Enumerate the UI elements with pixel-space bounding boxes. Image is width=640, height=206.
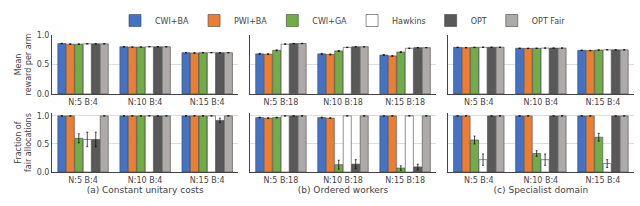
svg-text:Meanreward per arm: Meanreward per arm (14, 33, 33, 95)
svg-text:N:15 B:4: N:15 B:4 (190, 176, 225, 185)
svg-text:N:10 B:4: N:10 B:4 (524, 176, 559, 185)
svg-text:1.0: 1.0 (37, 31, 50, 40)
svg-text:(b) Ordered workers: (b) Ordered workers (298, 185, 389, 195)
svg-text:0.5: 0.5 (37, 60, 50, 69)
svg-text:(c) Specialist domain: (c) Specialist domain (494, 185, 589, 195)
svg-text:N:10 B:4: N:10 B:4 (128, 176, 163, 185)
svg-text:N:15 B:18: N:15 B:18 (385, 98, 425, 107)
svg-text:PWI+BA: PWI+BA (234, 17, 267, 26)
svg-text:N:5 B:4: N:5 B:4 (68, 98, 98, 107)
svg-text:CWI+GA: CWI+GA (312, 17, 347, 26)
svg-text:N:10 B:18: N:10 B:18 (323, 176, 363, 185)
svg-text:N:10 B:4: N:10 B:4 (524, 98, 559, 107)
svg-text:N:5 B:4: N:5 B:4 (464, 98, 494, 107)
svg-text:N:15 B:4: N:15 B:4 (586, 176, 621, 185)
svg-text:N:10 B:18: N:10 B:18 (323, 98, 363, 107)
svg-text:OPT Fair: OPT Fair (532, 17, 566, 26)
svg-text:N:5 B:18: N:5 B:18 (264, 176, 299, 185)
svg-text:0.0: 0.0 (37, 90, 50, 99)
svg-text:N:15 B:18: N:15 B:18 (385, 176, 425, 185)
svg-text:Hawkins: Hawkins (392, 17, 426, 26)
svg-text:(a) Constant unitary costs: (a) Constant unitary costs (87, 185, 204, 195)
svg-text:OPT: OPT (471, 17, 487, 26)
svg-text:1.0: 1.0 (37, 112, 50, 121)
svg-text:N:15 B:4: N:15 B:4 (190, 98, 225, 107)
svg-text:N:15 B:4: N:15 B:4 (586, 98, 621, 107)
svg-text:0.0: 0.0 (37, 168, 50, 177)
svg-text:CWI+BA: CWI+BA (155, 17, 189, 26)
svg-text:N:5 B:4: N:5 B:4 (464, 176, 494, 185)
svg-text:0.5: 0.5 (37, 140, 50, 149)
svg-text:N:5 B:4: N:5 B:4 (68, 176, 98, 185)
svg-text:N:5 B:18: N:5 B:18 (264, 98, 299, 107)
svg-text:Fraction offair allocations: Fraction offair allocations (14, 113, 33, 172)
svg-text:N:10 B:4: N:10 B:4 (128, 98, 163, 107)
